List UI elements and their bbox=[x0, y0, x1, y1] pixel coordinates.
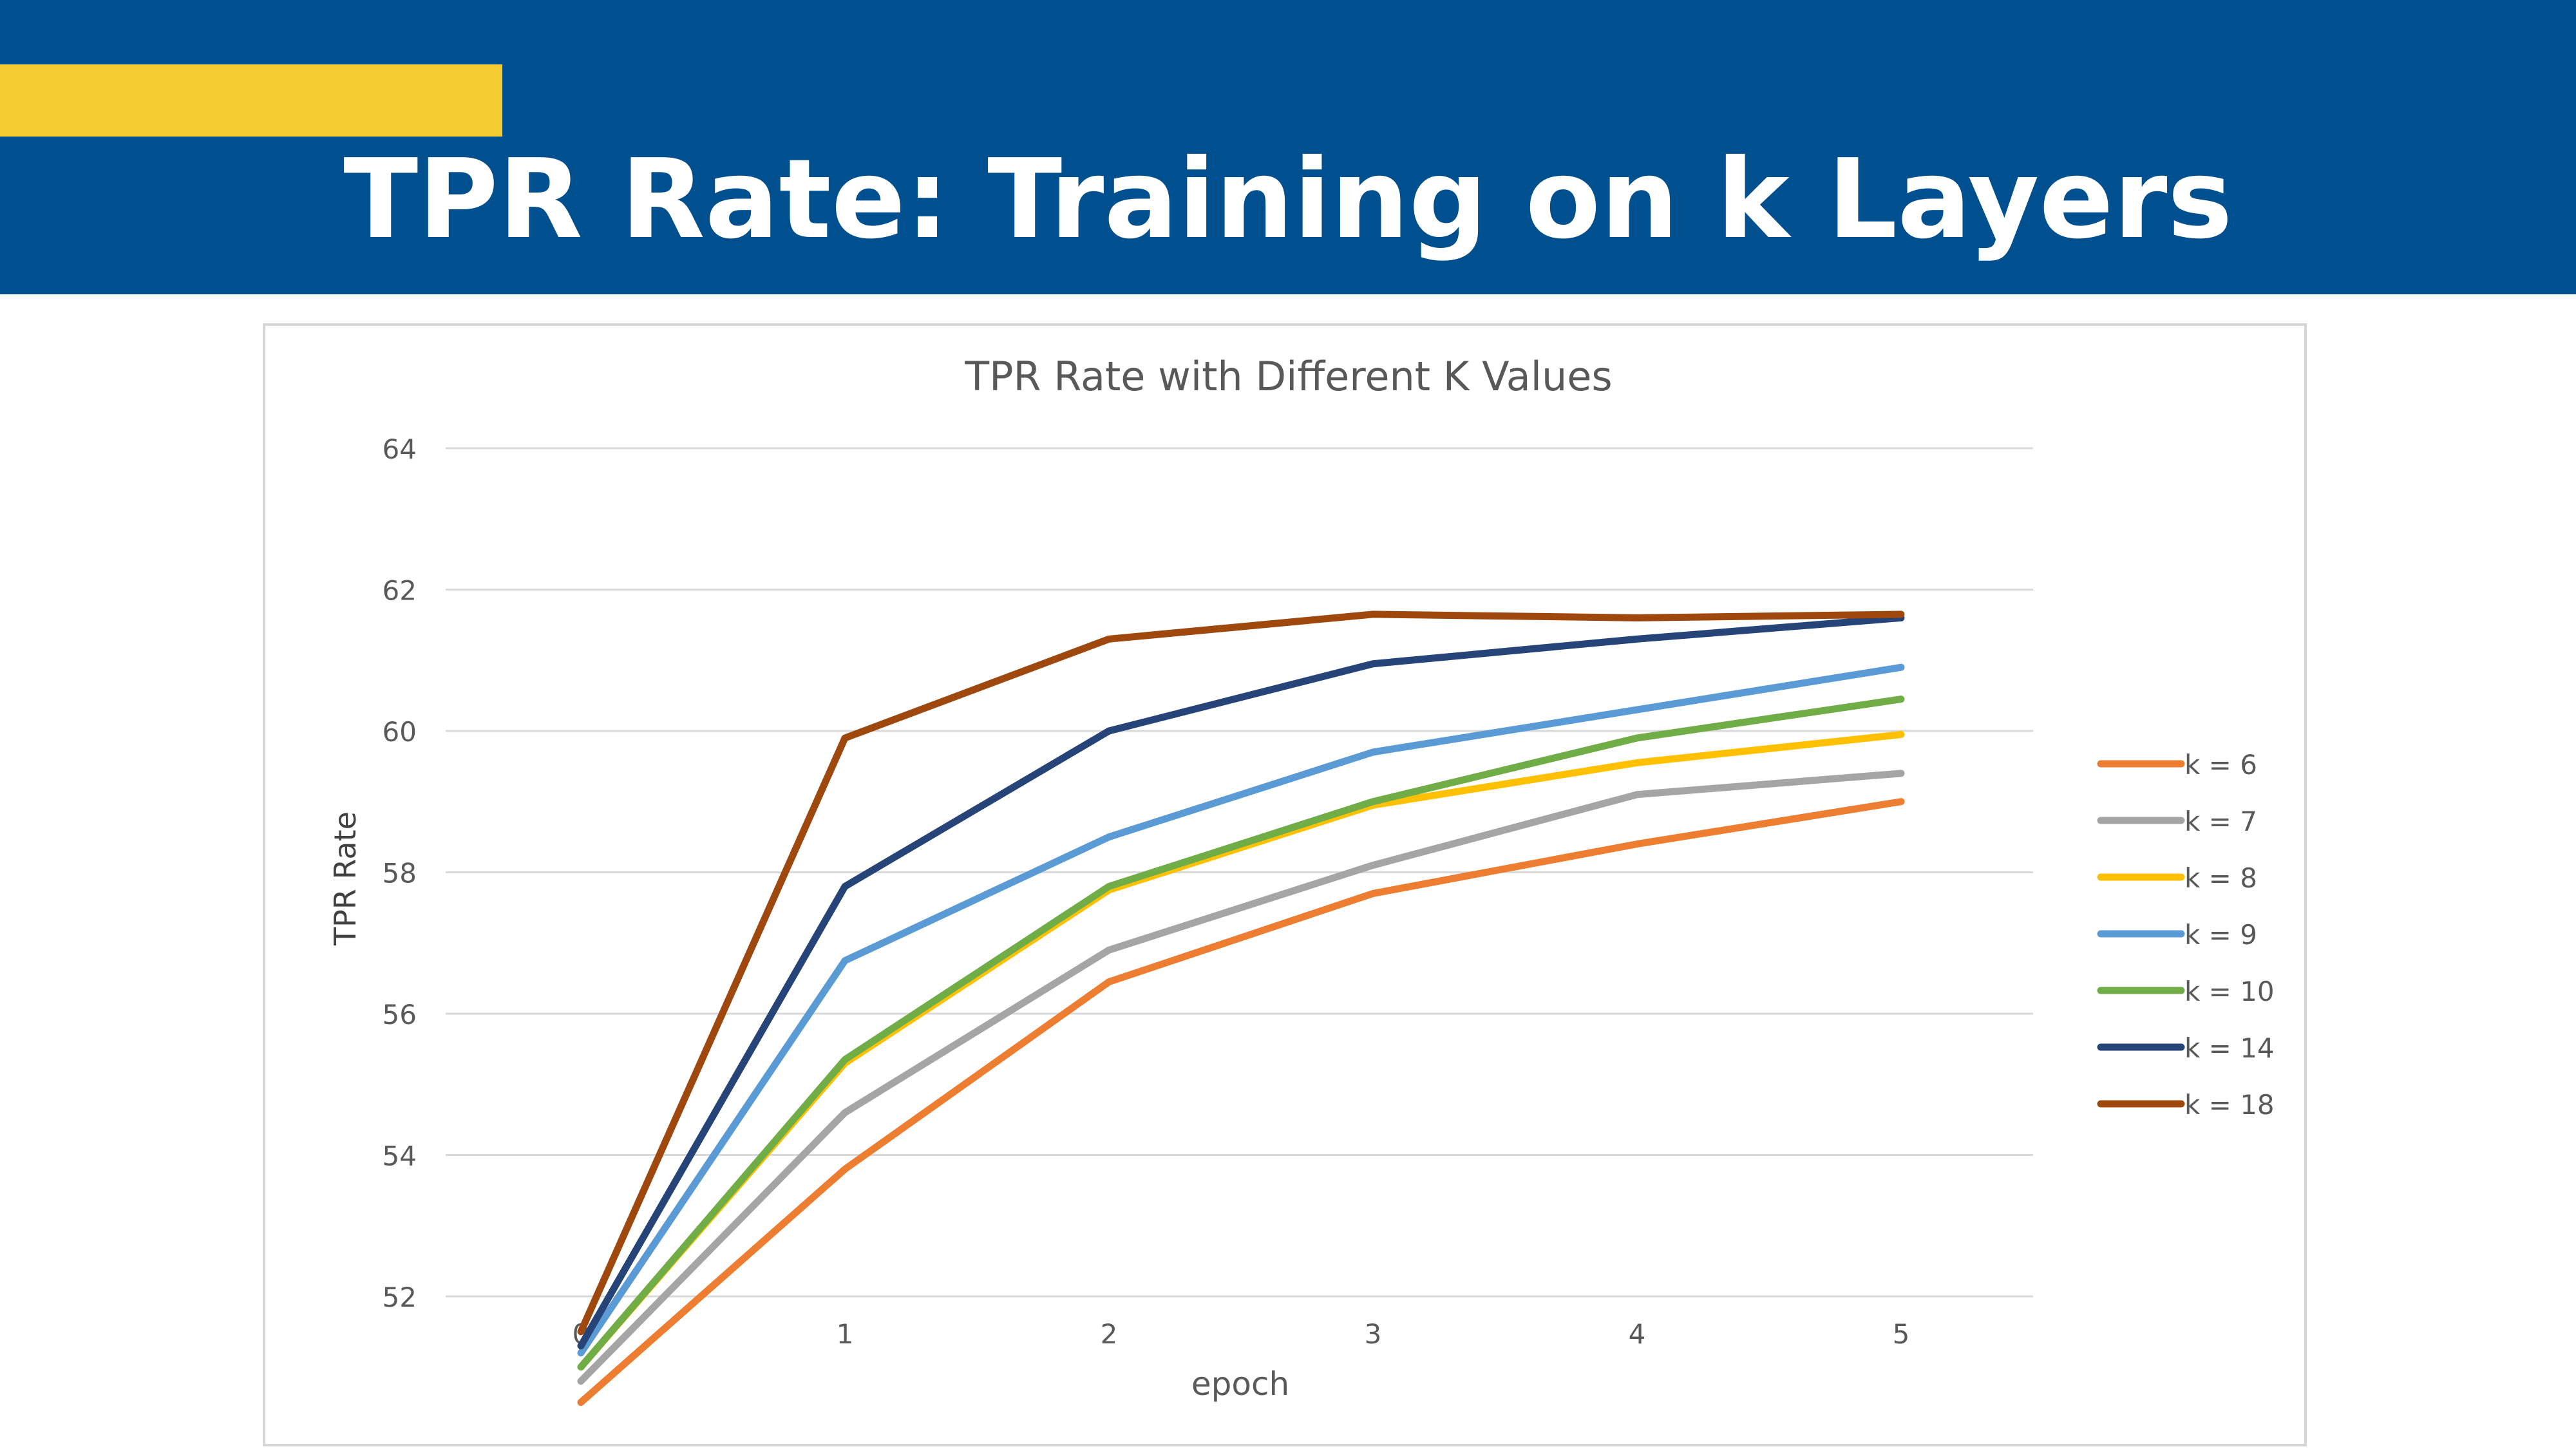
y-tick-label: 56 bbox=[383, 999, 417, 1030]
legend-item: k = 18 bbox=[2097, 1089, 2275, 1121]
series-line-k-14 bbox=[577, 614, 1905, 1350]
x-tick-label: 5 bbox=[1893, 1318, 1910, 1350]
slide-header bbox=[0, 0, 2576, 294]
y-tick-labels: 52 54 56 58 60 62 64 bbox=[383, 433, 417, 1313]
line-chart: TPR Rate with Different K Values TPR Rat… bbox=[328, 353, 2275, 1406]
legend-label: k = 7 bbox=[2184, 806, 2257, 837]
x-tick-label: 2 bbox=[1101, 1318, 1118, 1350]
x-tick-label: 3 bbox=[1365, 1318, 1382, 1350]
y-tick-label: 60 bbox=[383, 716, 417, 748]
legend-item: k = 9 bbox=[2097, 919, 2257, 951]
y-tick-label: 64 bbox=[383, 433, 417, 465]
y-axis-label: TPR Rate bbox=[328, 811, 363, 946]
legend-label: k = 14 bbox=[2184, 1032, 2275, 1064]
legend-item: k = 7 bbox=[2097, 806, 2257, 837]
legend-item: k = 14 bbox=[2097, 1032, 2275, 1064]
y-tick-label: 58 bbox=[383, 858, 417, 889]
series-line-k-18 bbox=[577, 611, 1905, 1336]
accent-bar bbox=[0, 64, 502, 137]
legend-label: k = 8 bbox=[2184, 862, 2257, 894]
y-tick-label: 54 bbox=[383, 1141, 417, 1172]
legend-item: k = 10 bbox=[2097, 976, 2275, 1007]
legend-item: k = 8 bbox=[2097, 862, 2257, 894]
chart-title: TPR Rate with Different K Values bbox=[964, 353, 1613, 400]
legend-label: k = 10 bbox=[2184, 976, 2275, 1007]
x-axis-label: epoch bbox=[1191, 1365, 1289, 1403]
legend: k = 6 k = 7 k = 8 k = 9 k = 10 k = 14 k = 18 bbox=[2097, 749, 2275, 1121]
y-tick-label: 62 bbox=[383, 575, 417, 607]
series-line-k-10 bbox=[577, 696, 1905, 1371]
chart-frame: TPR Rate with Different K Values TPR Rat… bbox=[263, 323, 2307, 1446]
x-tick-label: 1 bbox=[837, 1318, 854, 1350]
series-line-k-9 bbox=[577, 663, 1905, 1357]
series-lines bbox=[577, 611, 1905, 1406]
series-line-k-8 bbox=[577, 730, 1905, 1371]
series-line-k-6 bbox=[577, 798, 1905, 1406]
slide-title: TPR Rate: Training on k Layers bbox=[343, 136, 2233, 263]
legend-label: k = 9 bbox=[2184, 919, 2257, 951]
x-tick-label: 4 bbox=[1629, 1318, 1646, 1350]
legend-label: k = 6 bbox=[2184, 749, 2257, 781]
legend-label: k = 18 bbox=[2184, 1089, 2275, 1121]
y-tick-label: 52 bbox=[383, 1282, 417, 1313]
legend-item: k = 6 bbox=[2097, 749, 2257, 781]
series-line-k-7 bbox=[577, 770, 1905, 1385]
